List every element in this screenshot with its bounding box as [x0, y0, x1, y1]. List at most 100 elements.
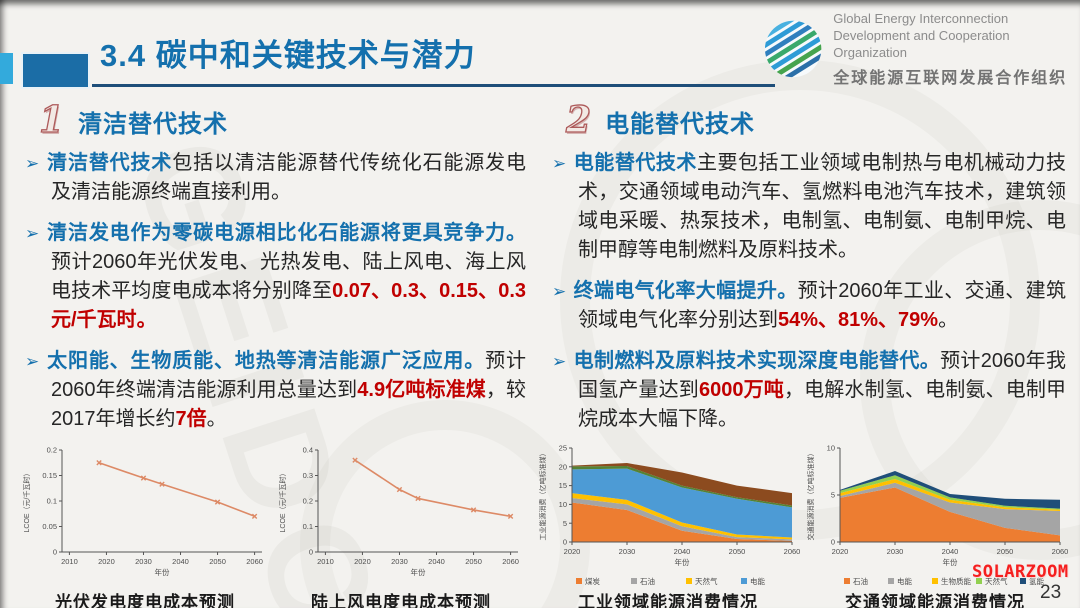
svg-text:电能: 电能: [897, 576, 912, 586]
bullet-arrow-icon: ➢: [25, 352, 40, 371]
chart-pv-lcoe-plot: 0 0.05 0.1 0.15 0.2 2010 2020 2030 2040 2050 2060 年…: [20, 440, 270, 590]
svg-text:2060: 2060: [246, 557, 263, 566]
svg-text:LCOE（元/千瓦时）: LCOE（元/千瓦时）: [22, 469, 31, 532]
logo-text-en-line1: Global Energy Interconnection: [833, 11, 1009, 26]
org-logo: Global Energy Interconnection Developmen…: [763, 10, 1080, 88]
bullet-text-segment: ，较2017年增长约: [51, 379, 527, 430]
bullet-item: ➢ 电能替代技术主要包括工业领域电制热与电机械动力技术，交通领域电动汽车、氢燃料电…: [552, 149, 1066, 265]
svg-text:2020: 2020: [354, 557, 371, 566]
stacked-area-chart-svg: 0 5 10 2020 2030 2040 2050 2060 年份 交通能源消费（亿吨标准煤） 石…: [806, 444, 1068, 586]
bullet-text-segment: 7倍: [175, 408, 207, 430]
svg-text:10: 10: [827, 444, 835, 453]
bullet-text-segment: 太阳能、生物质能、地热等清洁能源广泛应用。: [46, 350, 486, 372]
svg-text:天然气: 天然气: [695, 576, 718, 586]
area-series-unlabeled-green: [572, 466, 792, 508]
svg-text:2030: 2030: [391, 557, 408, 566]
svg-text:2060: 2060: [502, 557, 519, 566]
svg-text:25: 25: [559, 444, 567, 453]
svg-text:2020: 2020: [98, 557, 115, 566]
chart-caption: 交通领域能源消费情况: [845, 593, 1025, 608]
section-clean-substitution: 1 清洁替代技术 ➢ 清洁替代技术包括以清洁能源替代传统化石能源发电及清洁能源终端…: [0, 98, 540, 446]
svg-text:0: 0: [53, 548, 57, 557]
svg-text:2050: 2050: [729, 547, 746, 556]
chart-pv-lcoe: 0 0.05 0.1 0.15 0.2 2010 2020 2030 2040 2050 2060 年…: [20, 440, 270, 608]
chart-transport-energy-plot: 0 5 10 2020 2030 2040 2050 2060 年份 交通能源消费（亿吨标准煤） 石…: [804, 440, 1068, 590]
svg-text:2020: 2020: [564, 547, 581, 556]
chart-wind-lcoe: 0 0.1 0.2 0.3 0.4 2010 2020 2030 2040 2050 2060 年份 L…: [276, 440, 526, 608]
bullet-text-segment: 电能替代技术: [573, 152, 697, 174]
svg-text:2030: 2030: [619, 547, 636, 556]
svg-text:0.05: 0.05: [42, 522, 57, 531]
svg-text:2060: 2060: [1052, 547, 1068, 556]
bullet-text-segment: 预计2060年光伏发电、光热发电、陆上风电、海上风电技术平均度电成本将分别降至: [51, 251, 526, 302]
svg-text:2040: 2040: [674, 547, 691, 556]
line-chart-svg: 0 0.1 0.2 0.3 0.4 2010 2020 2030 2040 2050 2060 年份 L…: [278, 446, 519, 577]
svg-text:15: 15: [559, 481, 567, 490]
svg-text:交通能源消费（亿吨标准煤）: 交通能源消费（亿吨标准煤）: [806, 450, 815, 541]
svg-text:0: 0: [563, 538, 567, 547]
chart-caption: 陆上风电度电成本预测: [311, 593, 491, 608]
bullet-arrow-icon: ➢: [552, 282, 567, 301]
section-heading-row: 1 清洁替代技术: [38, 99, 526, 141]
svg-text:10: 10: [559, 500, 567, 509]
line-chart-svg: 0 0.05 0.1 0.15 0.2 2010 2020 2030 2040 2050 2060 年…: [22, 446, 263, 577]
bullet-item: ➢ 太阳能、生物质能、地热等清洁能源广泛应用。预计2060年终端清洁能源利用总量达…: [25, 347, 526, 434]
page-number: 23: [1040, 582, 1062, 603]
svg-text:电能: 电能: [750, 576, 765, 586]
svg-text:2040: 2040: [942, 547, 959, 556]
svg-text:0.1: 0.1: [303, 522, 313, 531]
svg-text:年份: 年份: [411, 567, 426, 577]
bullet-item: ➢ 电制燃料及原料技术实现深度电能替代。预计2060年我国氢产量达到6000万吨，…: [552, 347, 1066, 434]
header-accent-square-dark: [21, 52, 90, 89]
slide-title: 3.4 碳中和关键技术与潜力: [100, 38, 476, 73]
svg-text:煤炭: 煤炭: [585, 576, 600, 586]
chart-wind-lcoe-plot: 0 0.1 0.2 0.3 0.4 2010 2020 2030 2040 2050 2060 年份 L…: [276, 440, 526, 590]
chart-caption: 光伏发电度电成本预测: [55, 593, 235, 608]
svg-text:年份: 年份: [675, 557, 690, 567]
svg-text:生物质能: 生物质能: [941, 576, 971, 586]
bullet-text-segment: 0.07、0.3、0.15、0.3元/千瓦时: [51, 280, 526, 331]
area-series-石油: [572, 498, 792, 541]
chart-transport-energy: 0 5 10 2020 2030 2040 2050 2060 年份 交通能源消费（亿吨标准煤） 石…: [804, 440, 1068, 608]
bullet-text-segment: 终端电气化率大幅提升。: [573, 280, 798, 302]
bullet-text-segment: 清洁替代技术: [46, 152, 173, 174]
bullet-text-segment: 。: [938, 309, 959, 331]
bullet-arrow-icon: ➢: [25, 154, 40, 173]
area-series-煤炭: [572, 502, 792, 542]
section-heading-row: 2 电能替代技术: [565, 101, 1066, 139]
bullet-text-segment: 4.9亿吨标准煤: [357, 379, 486, 401]
svg-text:天然气: 天然气: [985, 576, 1008, 586]
svg-text:工业能源消费（亿吨标准煤）: 工业能源消费（亿吨标准煤）: [538, 450, 547, 541]
svg-text:2050: 2050: [465, 557, 482, 566]
svg-text:5: 5: [563, 519, 567, 528]
bullet-text-segment: 6000万吨: [698, 379, 784, 401]
bullet-text-segment: 54%、81%、79%: [778, 309, 939, 331]
bullet-text-segment: ，电解水制氢、电制氨、电制甲烷成本大幅下降。: [578, 379, 1067, 430]
solarzoom-watermark: SOLARZOOM: [972, 562, 1069, 582]
chart-industry-energy-plot: 0 5 10 15 20 25 2020 2030 2040 2050 2060 年份 工业能源消费（亿…: [536, 440, 800, 590]
chart-industry-energy: 0 5 10 15 20 25 2020 2030 2040 2050 2060 年份 工业能源消费（亿…: [536, 440, 800, 608]
bullet-arrow-icon: ➢: [552, 352, 567, 371]
bullet-text-segment: 预计2060年终端清洁能源利用总量达到: [51, 350, 527, 401]
svg-text:0.2: 0.2: [47, 446, 57, 455]
chart-caption: 工业领域能源消费情况: [578, 593, 758, 608]
logo-text-cn: 全球能源互联网发展合作组织: [833, 70, 1068, 87]
section-number: 1: [38, 99, 65, 141]
bullet-list: ➢ 清洁替代技术包括以清洁能源替代传统化石能源发电及清洁能源终端直接利用。 ➢ 清洁发…: [25, 149, 526, 434]
svg-text:LCOE（元/千瓦时）: LCOE（元/千瓦时）: [278, 469, 287, 532]
svg-text:20: 20: [559, 462, 567, 471]
stacked-area-chart-svg: 0 5 10 15 20 25 2020 2030 2040 2050 2060 年份 工业能源消费（亿…: [538, 444, 800, 586]
area-series-电能: [572, 468, 792, 538]
bullet-arrow-icon: ➢: [552, 154, 567, 173]
svg-text:0: 0: [309, 548, 313, 557]
bullet-text-segment: 预计2060年工业、交通、建筑领域电气化率分别达到: [578, 280, 1067, 331]
svg-text:2060: 2060: [784, 547, 800, 556]
globe-logo-icon: [763, 18, 824, 80]
svg-text:2010: 2010: [61, 557, 78, 566]
svg-text:0.3: 0.3: [303, 471, 313, 480]
area-series-石油: [840, 487, 1060, 542]
bullet-list: ➢ 电能替代技术主要包括工业领域电制热与电机械动力技术，交通领域电动汽车、氢燃料电…: [552, 149, 1066, 434]
bullet-text-segment: 主要包括工业领域电制热与电机械动力技术，交通领域电动汽车、氢燃料电池汽车技术，建…: [578, 152, 1066, 261]
org-logo-text: Global Energy Interconnection Developmen…: [833, 10, 1080, 88]
